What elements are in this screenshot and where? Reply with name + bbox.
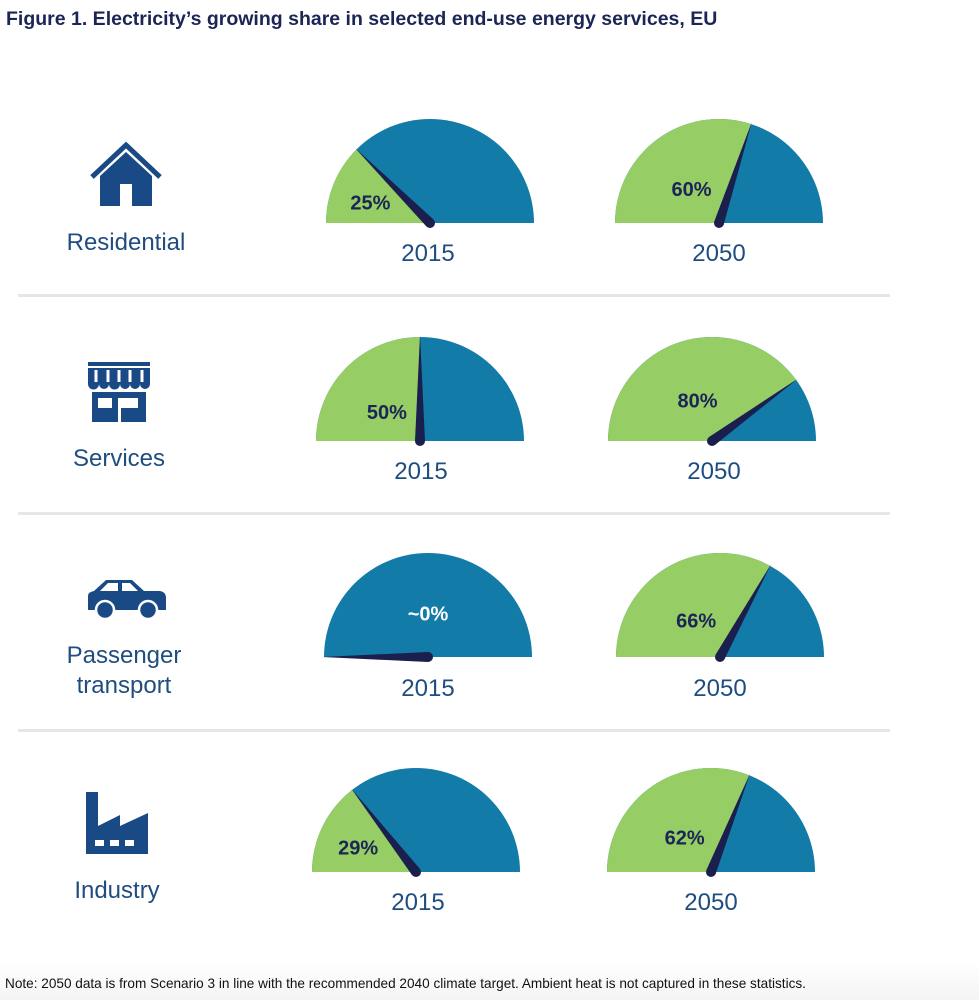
gauge-needle-hub (714, 218, 724, 228)
year-label: 2015 (401, 675, 455, 702)
year-label: 2015 (401, 240, 455, 267)
gauge-value-label: 80% (678, 390, 718, 412)
year-label: 2015 (391, 889, 445, 916)
gauge-needle (709, 378, 798, 446)
gauge-needle (415, 335, 425, 441)
gauge-needle (322, 652, 428, 662)
category-label-industry: Industry (74, 877, 160, 904)
car-icon (88, 580, 166, 620)
gauge-needle (714, 122, 752, 225)
gauge-value-label: ~0% (408, 603, 449, 625)
gauge-needle-hub (715, 652, 725, 662)
note-band (0, 962, 979, 1000)
category-label-residential: Residential (66, 229, 186, 256)
year-label: 2050 (692, 240, 746, 267)
house-icon (90, 141, 162, 206)
gauge-electricity-share (326, 149, 430, 223)
year-label: 2050 (693, 675, 747, 702)
year-label: 2050 (684, 889, 738, 916)
category-label-services: Services (72, 445, 166, 472)
gauge-electricity-share (312, 789, 416, 872)
gauge-value-label: 50% (367, 402, 407, 424)
gauge-electricity-share (615, 119, 752, 223)
year-label: 2015 (394, 458, 448, 485)
gauge-needle (355, 148, 434, 227)
gauge-needle (706, 773, 751, 874)
factory-icon (86, 792, 148, 854)
gauge-needle-hub (707, 436, 717, 446)
store-icon (88, 362, 150, 422)
gauge-needle-hub (425, 218, 435, 228)
category-label-line: transport (76, 672, 172, 699)
gauge-value-label: 29% (338, 838, 378, 860)
year-label: 2050 (687, 458, 741, 485)
gauge-value-label: 66% (676, 611, 716, 633)
gauge-needle-hub (423, 652, 433, 662)
gauge-needle (351, 788, 420, 876)
gauge-needle (715, 564, 772, 660)
gauge-value-label: 60% (671, 179, 711, 201)
gauge-electricity-share (607, 767, 750, 872)
footnote: Note: 2050 data is from Scenario 3 in li… (5, 976, 806, 991)
category-label-passenger-transport: Passenger transport (24, 641, 224, 701)
gauge-needle-hub (706, 867, 716, 877)
gauge-value-label: 62% (665, 827, 705, 849)
row-divider (18, 294, 890, 297)
figure-title: Figure 1. Electricity’s growing share in… (6, 8, 718, 30)
row-divider (18, 512, 890, 515)
gauge-electricity-share (316, 337, 420, 441)
gauge-needle-hub (415, 436, 425, 446)
row-divider (18, 729, 890, 732)
gauge-electricity-share (608, 337, 797, 441)
gauge-needle-hub (411, 867, 421, 877)
gauge-other-share (324, 553, 532, 657)
category-label-line: Passenger (66, 642, 182, 669)
gauge-value-label: 25% (350, 192, 390, 214)
